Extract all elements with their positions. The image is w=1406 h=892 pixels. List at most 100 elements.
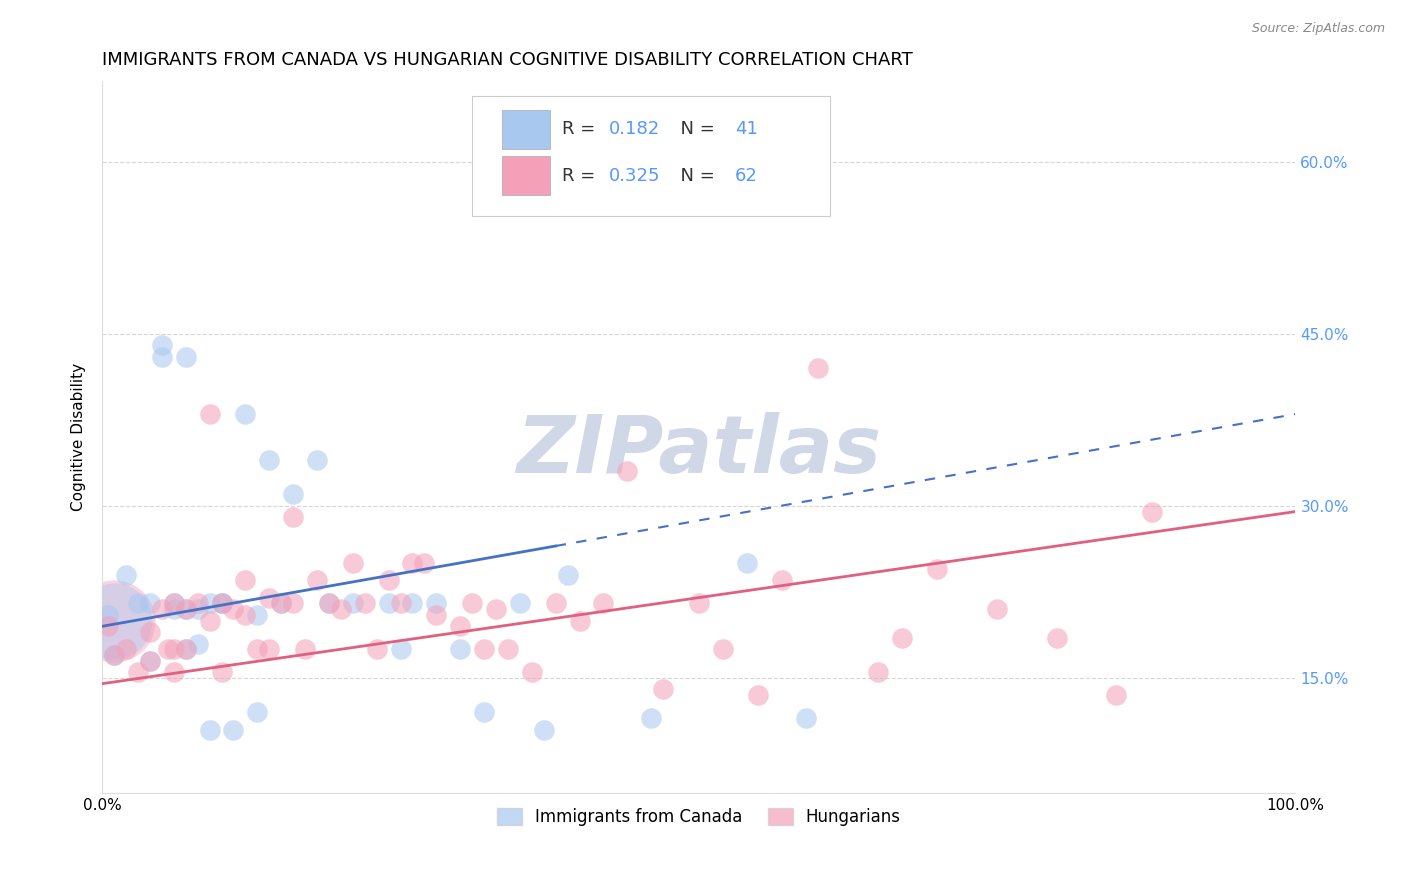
Point	[329, 602, 352, 616]
Point	[150, 350, 173, 364]
Point	[174, 602, 197, 616]
Point	[246, 607, 269, 622]
Text: Source: ZipAtlas.com: Source: ZipAtlas.com	[1251, 22, 1385, 36]
Point	[281, 510, 304, 524]
Point	[342, 556, 364, 570]
Point	[235, 607, 257, 622]
Point	[259, 591, 281, 605]
Point	[211, 596, 233, 610]
Point	[425, 607, 447, 622]
Point	[866, 665, 889, 680]
Point	[115, 567, 138, 582]
Point	[198, 723, 221, 737]
Point	[449, 619, 471, 633]
Text: R =: R =	[561, 120, 600, 138]
Point	[377, 574, 399, 588]
Point	[259, 642, 281, 657]
Point	[770, 574, 793, 588]
Point	[187, 596, 209, 610]
Point	[222, 602, 245, 616]
Point	[318, 596, 340, 610]
Point	[592, 596, 614, 610]
Text: 0.182: 0.182	[609, 120, 661, 138]
Text: 62: 62	[734, 167, 758, 185]
Point	[342, 596, 364, 610]
Point	[281, 596, 304, 610]
Point	[688, 596, 710, 610]
Point	[187, 636, 209, 650]
Point	[222, 723, 245, 737]
Point	[139, 625, 162, 640]
Point	[305, 453, 328, 467]
Point	[97, 619, 120, 633]
Text: N =: N =	[669, 167, 720, 185]
Text: 41: 41	[734, 120, 758, 138]
Point	[235, 574, 257, 588]
Point	[413, 556, 436, 570]
Point	[496, 642, 519, 657]
Point	[187, 602, 209, 616]
Point	[318, 596, 340, 610]
Point	[425, 596, 447, 610]
Point	[640, 711, 662, 725]
Point	[150, 602, 173, 616]
Text: 0.325: 0.325	[609, 167, 661, 185]
Legend: Immigrants from Canada, Hungarians: Immigrants from Canada, Hungarians	[488, 799, 910, 834]
Point	[174, 350, 197, 364]
Bar	[502, 110, 550, 149]
Point	[353, 596, 375, 610]
Point	[174, 642, 197, 657]
Point	[472, 706, 495, 720]
Point	[294, 642, 316, 657]
Point	[211, 596, 233, 610]
Point	[163, 602, 186, 616]
Point	[139, 654, 162, 668]
Point	[485, 602, 508, 616]
Point	[127, 596, 149, 610]
Point	[235, 407, 257, 421]
Point	[281, 487, 304, 501]
Point	[150, 338, 173, 352]
Point	[163, 596, 186, 610]
Point	[163, 642, 186, 657]
Point	[115, 642, 138, 657]
Point	[270, 596, 292, 610]
Point	[366, 642, 388, 657]
Point	[747, 688, 769, 702]
Point	[198, 614, 221, 628]
Point	[198, 596, 221, 610]
Point	[103, 614, 125, 628]
Point	[174, 602, 197, 616]
Point	[246, 706, 269, 720]
Point	[103, 648, 125, 662]
Point	[557, 567, 579, 582]
Point	[927, 562, 949, 576]
Point	[794, 711, 817, 725]
Point	[103, 614, 125, 628]
Point	[807, 361, 830, 376]
Point	[401, 596, 423, 610]
Point	[305, 574, 328, 588]
Text: ZIPatlas: ZIPatlas	[516, 412, 882, 491]
Y-axis label: Cognitive Disability: Cognitive Disability	[72, 363, 86, 511]
Text: R =: R =	[561, 167, 600, 185]
Point	[156, 642, 179, 657]
Point	[389, 642, 412, 657]
Point	[163, 596, 186, 610]
Point	[509, 596, 531, 610]
Point	[986, 602, 1008, 616]
Point	[449, 642, 471, 657]
Point	[270, 596, 292, 610]
Point	[1046, 631, 1069, 645]
Point	[616, 464, 638, 478]
Point	[711, 642, 734, 657]
Point	[1105, 688, 1128, 702]
Point	[259, 453, 281, 467]
Point	[401, 556, 423, 570]
FancyBboxPatch shape	[472, 95, 830, 217]
Point	[211, 665, 233, 680]
Point	[520, 665, 543, 680]
Point	[139, 596, 162, 610]
Point	[1142, 505, 1164, 519]
Point	[246, 642, 269, 657]
